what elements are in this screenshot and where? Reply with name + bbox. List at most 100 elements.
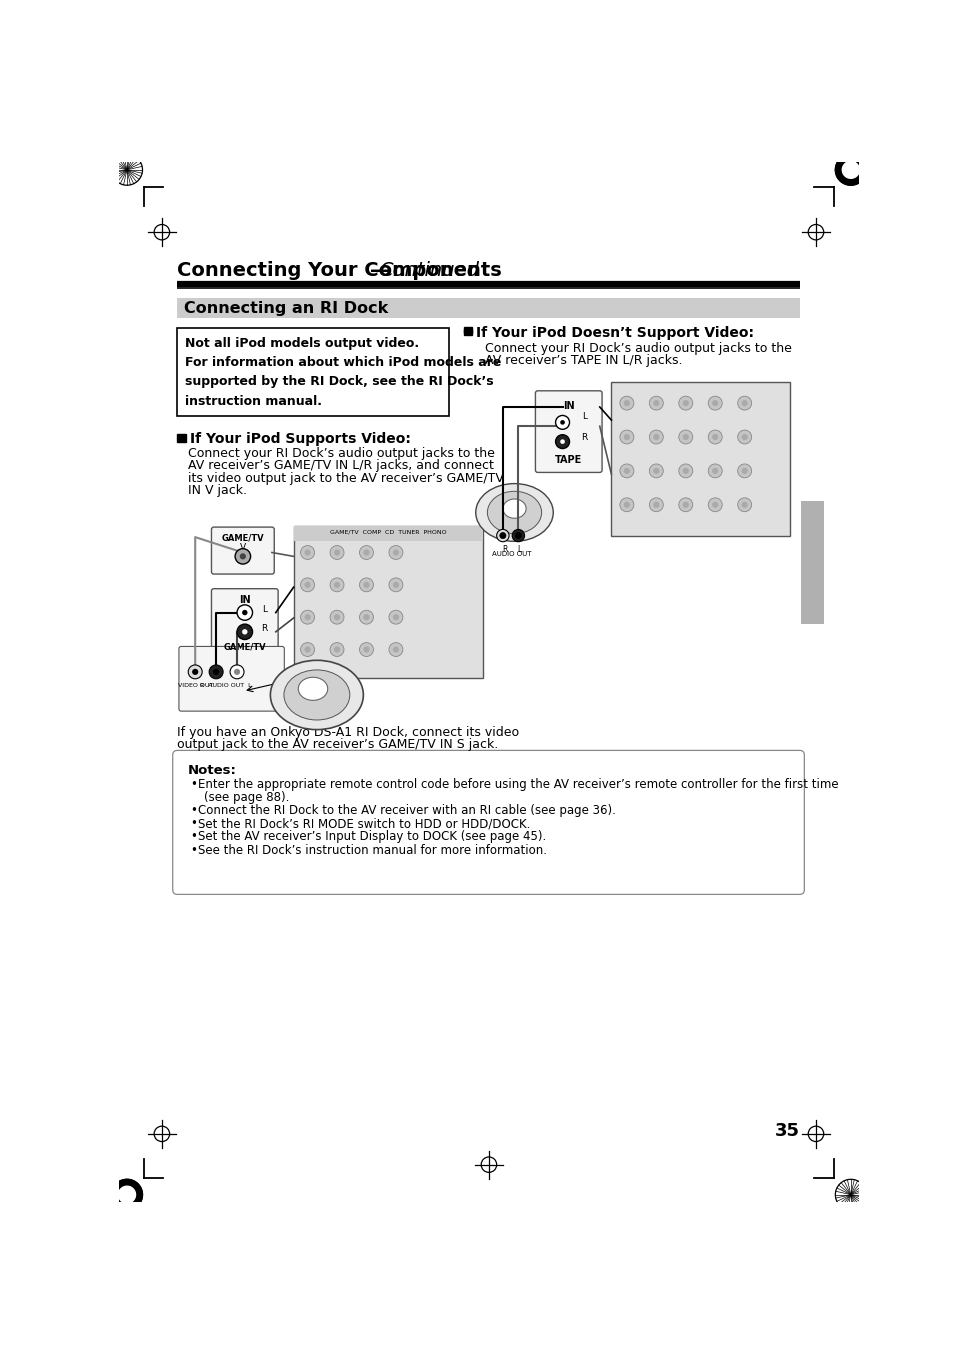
Circle shape (389, 643, 402, 657)
Circle shape (707, 396, 721, 411)
Circle shape (304, 615, 311, 620)
Circle shape (393, 615, 398, 620)
Text: Set the RI Dock’s RI MODE switch to HDD or HDD/DOCK.: Set the RI Dock’s RI MODE switch to HDD … (197, 817, 529, 831)
Text: R: R (580, 434, 587, 442)
Text: Set the AV receiver’s Input Display to DOCK (see page 45).: Set the AV receiver’s Input Display to D… (197, 831, 545, 843)
Text: Connecting an RI Dock: Connecting an RI Dock (183, 301, 388, 316)
Circle shape (300, 546, 314, 559)
Polygon shape (112, 154, 142, 185)
FancyBboxPatch shape (535, 390, 601, 473)
FancyBboxPatch shape (294, 526, 483, 540)
Circle shape (389, 546, 402, 559)
Text: output jack to the AV receiver’s GAME/TV IN S jack.: output jack to the AV receiver’s GAME/TV… (177, 738, 498, 751)
Circle shape (330, 578, 344, 592)
Ellipse shape (476, 484, 553, 542)
FancyBboxPatch shape (611, 381, 789, 535)
Circle shape (740, 467, 747, 474)
Polygon shape (112, 1179, 142, 1210)
Circle shape (393, 646, 398, 653)
FancyBboxPatch shape (177, 328, 448, 416)
Text: AV receiver’s GAME/TV IN L/R jacks, and connect: AV receiver’s GAME/TV IN L/R jacks, and … (188, 459, 494, 473)
Text: GAME/TV: GAME/TV (221, 534, 264, 542)
Text: IN: IN (562, 401, 574, 411)
Text: •: • (190, 778, 196, 792)
Text: Notes:: Notes: (188, 765, 237, 777)
Circle shape (192, 669, 198, 676)
Circle shape (334, 550, 340, 555)
Circle shape (236, 624, 253, 639)
Text: L: L (581, 412, 586, 422)
FancyBboxPatch shape (801, 501, 823, 624)
Circle shape (330, 546, 344, 559)
Text: R: R (261, 624, 267, 634)
Circle shape (499, 532, 505, 539)
Text: L: L (261, 605, 267, 613)
Circle shape (649, 497, 662, 512)
Circle shape (209, 665, 223, 678)
Circle shape (737, 430, 751, 444)
Text: Not all iPod models output video.: Not all iPod models output video. (185, 336, 418, 350)
Text: instruction manual.: instruction manual. (185, 394, 322, 408)
FancyBboxPatch shape (294, 526, 483, 678)
Text: TAPE: TAPE (555, 455, 581, 465)
Text: supported by the RI Dock, see the RI Dock’s: supported by the RI Dock, see the RI Doc… (185, 376, 494, 388)
Circle shape (555, 416, 569, 430)
FancyBboxPatch shape (177, 299, 799, 319)
Circle shape (304, 582, 311, 588)
Circle shape (242, 630, 247, 635)
Circle shape (679, 430, 692, 444)
Circle shape (711, 434, 718, 440)
Polygon shape (835, 1179, 865, 1210)
Text: Connect your RI Dock’s audio output jacks to the: Connect your RI Dock’s audio output jack… (484, 342, 791, 354)
Circle shape (623, 467, 629, 474)
Circle shape (304, 550, 311, 555)
Circle shape (555, 435, 569, 449)
Circle shape (707, 497, 721, 512)
Circle shape (740, 434, 747, 440)
Bar (464, 327, 472, 335)
Text: If Your iPod Supports Video:: If Your iPod Supports Video: (190, 431, 410, 446)
Circle shape (737, 497, 751, 512)
Text: •: • (190, 804, 196, 817)
Text: Continued: Continued (378, 261, 478, 280)
Circle shape (653, 501, 659, 508)
Circle shape (512, 530, 524, 542)
Text: R: R (502, 544, 507, 554)
Circle shape (711, 400, 718, 407)
Circle shape (300, 578, 314, 592)
Text: IN V jack.: IN V jack. (188, 484, 247, 497)
Text: AUDIO OUT: AUDIO OUT (492, 551, 532, 557)
Text: its video output jack to the AV receiver’s GAME/TV: its video output jack to the AV receiver… (188, 471, 503, 485)
Circle shape (233, 669, 240, 676)
Circle shape (230, 665, 244, 678)
Circle shape (740, 501, 747, 508)
Circle shape (334, 615, 340, 620)
Circle shape (239, 554, 246, 559)
Circle shape (393, 550, 398, 555)
Circle shape (389, 578, 402, 592)
Circle shape (334, 582, 340, 588)
Ellipse shape (502, 499, 525, 519)
Circle shape (619, 430, 633, 444)
Circle shape (497, 530, 509, 542)
Circle shape (682, 400, 688, 407)
Circle shape (623, 501, 629, 508)
Circle shape (393, 582, 398, 588)
Circle shape (653, 467, 659, 474)
Polygon shape (835, 154, 865, 185)
Circle shape (304, 646, 311, 653)
Circle shape (649, 430, 662, 444)
Circle shape (559, 439, 564, 444)
Circle shape (300, 643, 314, 657)
Circle shape (740, 400, 747, 407)
Circle shape (334, 646, 340, 653)
Circle shape (682, 434, 688, 440)
Text: Enter the appropriate remote control code before using the AV receiver’s remote : Enter the appropriate remote control cod… (197, 778, 838, 792)
Circle shape (619, 463, 633, 478)
Circle shape (515, 532, 521, 539)
Text: IN: IN (239, 594, 251, 605)
Text: •: • (190, 817, 196, 831)
Text: AV receiver’s TAPE IN L/R jacks.: AV receiver’s TAPE IN L/R jacks. (484, 354, 681, 367)
Circle shape (389, 611, 402, 624)
Circle shape (619, 396, 633, 411)
